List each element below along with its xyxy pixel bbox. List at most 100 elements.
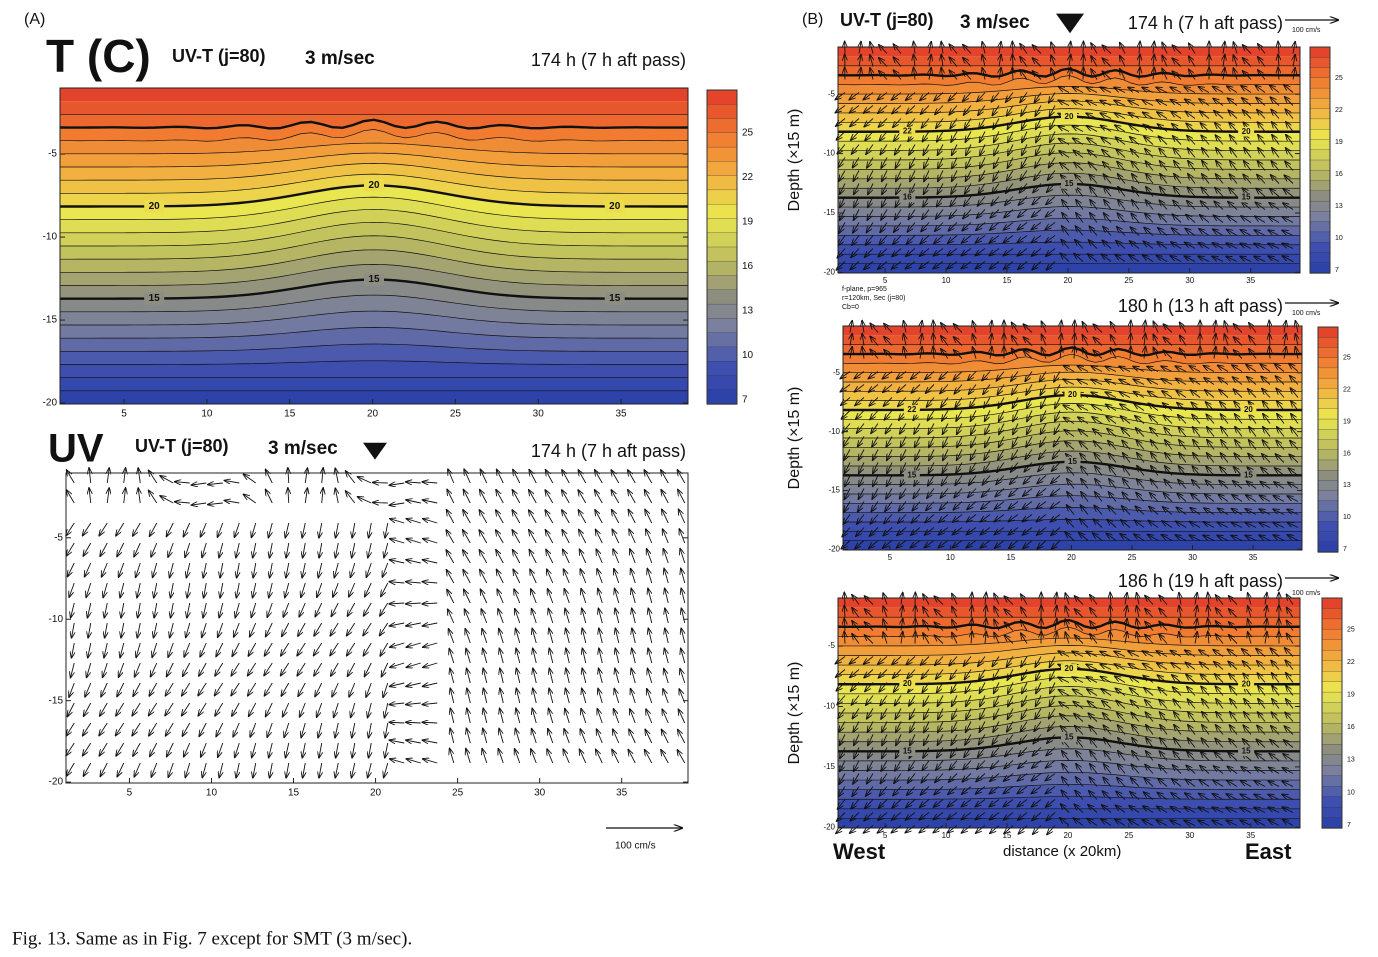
velocity-arrow bbox=[615, 648, 618, 664]
velocity-arrow bbox=[516, 688, 519, 704]
velocity-arrow bbox=[390, 560, 405, 563]
x-tick-label: 5 bbox=[121, 409, 127, 420]
x-tick-label: 20 bbox=[1067, 553, 1076, 562]
direction-label: West bbox=[833, 839, 886, 864]
velocity-arrow bbox=[322, 468, 323, 484]
temperature-band bbox=[838, 607, 1300, 618]
colorbar-cell bbox=[1321, 744, 1343, 756]
velocity-arrow bbox=[662, 509, 669, 524]
velocity-arrow bbox=[83, 762, 92, 776]
velocity-arrow bbox=[630, 549, 636, 564]
velocity-arrow bbox=[565, 688, 570, 704]
velocity-arrow bbox=[513, 550, 521, 564]
x-tick-label: 35 bbox=[615, 409, 627, 420]
velocity-arrow bbox=[664, 649, 669, 664]
x-tick-label: 15 bbox=[288, 788, 300, 799]
velocity-arrow bbox=[423, 623, 438, 626]
contour-label-bg bbox=[364, 179, 384, 192]
velocity-arrow bbox=[322, 488, 323, 504]
contour-label: 20 bbox=[609, 201, 621, 212]
velocity-arrow bbox=[250, 622, 257, 637]
x-tick-label: 30 bbox=[534, 788, 546, 799]
contour-label-bg bbox=[604, 200, 625, 213]
velocity-arrow bbox=[406, 603, 421, 604]
velocity-arrow bbox=[548, 609, 554, 624]
velocity-arrow bbox=[612, 529, 620, 544]
velocity-arrow bbox=[497, 589, 504, 604]
velocity-arrow bbox=[562, 470, 570, 484]
velocity-arrow bbox=[648, 608, 651, 624]
velocity-arrow bbox=[297, 642, 306, 656]
colorbar-cell bbox=[1309, 139, 1331, 151]
velocity-arrow bbox=[562, 530, 570, 544]
velocity-arrow bbox=[530, 569, 537, 584]
colorbar-cell bbox=[1309, 242, 1331, 254]
velocity-arrow bbox=[449, 649, 455, 664]
contour-label: 15 bbox=[1242, 746, 1251, 755]
velocity-arrow bbox=[331, 662, 339, 676]
velocity-arrow bbox=[390, 519, 405, 524]
velocity-arrow bbox=[480, 589, 488, 604]
velocity-arrow bbox=[384, 542, 389, 557]
velocity-arrow bbox=[352, 742, 355, 758]
colorbar-cell bbox=[1309, 118, 1331, 130]
y-tick-label: -15 bbox=[828, 486, 840, 495]
velocity-arrow bbox=[297, 662, 306, 676]
velocity-arrow bbox=[88, 642, 91, 658]
velocity-arrow bbox=[184, 642, 191, 657]
x-tick-label: 25 bbox=[1124, 831, 1133, 840]
colorbar-cell bbox=[706, 289, 738, 305]
velocity-arrow bbox=[598, 608, 603, 624]
velocity-arrow bbox=[116, 742, 125, 756]
velocity-arrow bbox=[166, 722, 174, 736]
velocity-arrow bbox=[665, 608, 668, 624]
velocity-arrow bbox=[335, 722, 338, 738]
velocity-arrow bbox=[389, 603, 405, 604]
velocity-arrow bbox=[87, 602, 90, 618]
velocity-arrow bbox=[69, 582, 75, 597]
colorbar-cell bbox=[1317, 449, 1339, 461]
velocity-arrow bbox=[681, 649, 686, 664]
velocity-arrow bbox=[200, 642, 207, 657]
contour-line bbox=[59, 310, 689, 326]
velocity-arrow bbox=[500, 688, 503, 704]
temperature-band bbox=[838, 263, 1300, 273]
contour-label-bg bbox=[364, 273, 384, 286]
velocity-arrow bbox=[266, 490, 273, 504]
velocity-arrow bbox=[184, 742, 191, 757]
x-tick-label: 25 bbox=[1128, 553, 1137, 562]
temperature-band bbox=[60, 311, 688, 339]
velocity-arrow bbox=[447, 510, 455, 524]
colorbar-cell bbox=[1317, 347, 1339, 359]
temperature-band bbox=[60, 279, 688, 312]
velocity-arrow bbox=[463, 510, 471, 524]
velocity-arrow bbox=[496, 550, 504, 564]
y-tick-label: -5 bbox=[828, 641, 836, 650]
panel-symbol: T (C) bbox=[46, 30, 151, 82]
colorbar-cell bbox=[1309, 129, 1331, 141]
x-tick-label: 25 bbox=[1124, 276, 1133, 285]
velocity-arrow bbox=[579, 530, 587, 544]
contour-line bbox=[60, 343, 688, 352]
velocity-arrow bbox=[644, 470, 653, 484]
colorbar-cell bbox=[1309, 67, 1331, 79]
velocity-arrow bbox=[165, 702, 174, 716]
y-tick-label: -20 bbox=[823, 822, 835, 831]
velocity-arrow bbox=[582, 648, 585, 664]
velocity-arrow bbox=[104, 642, 107, 658]
velocity-arrow bbox=[406, 539, 421, 544]
y-tick-label: -15 bbox=[49, 695, 64, 706]
temperature-band bbox=[60, 344, 688, 365]
velocity-arrow bbox=[67, 702, 75, 716]
temperature-band bbox=[60, 129, 688, 154]
colorbar-cell bbox=[1321, 775, 1343, 787]
velocity-arrow bbox=[499, 629, 504, 644]
velocity-arrow bbox=[346, 491, 356, 504]
scale-label: 100 cm/s bbox=[1292, 590, 1321, 597]
colorbar-cell bbox=[1317, 480, 1339, 492]
velocity-arrow bbox=[645, 490, 653, 504]
velocity-arrow bbox=[117, 762, 125, 777]
velocity-arrow bbox=[191, 503, 207, 505]
velocity-arrow bbox=[467, 688, 470, 704]
